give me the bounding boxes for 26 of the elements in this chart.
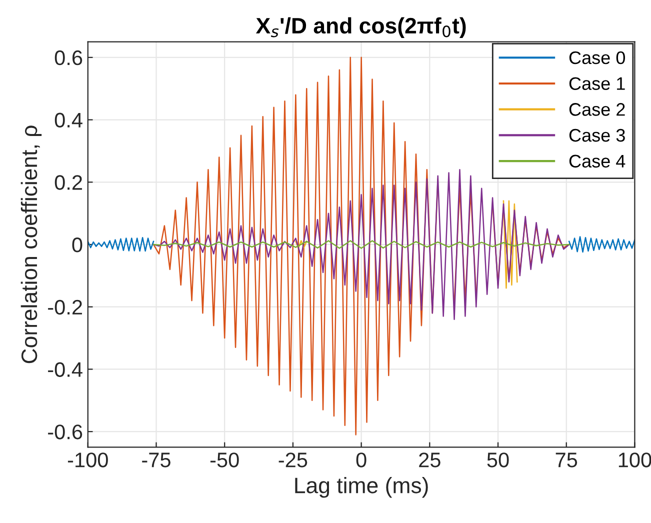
x-tick-label: -100 [68, 452, 108, 468]
legend-label: Case 4 [569, 154, 626, 168]
legend-label: Case 3 [569, 128, 625, 142]
x-tick-label: -50 [210, 452, 239, 468]
x-tick-label: -25 [278, 452, 308, 468]
x-tick-label: 25 [419, 452, 440, 468]
y-tick-label: 0 [72, 238, 82, 252]
x-tick-label: 0 [356, 452, 366, 468]
line-series [152, 169, 570, 320]
legend-label: Case 0 [569, 51, 625, 64]
legend-label: Case 2 [569, 103, 625, 116]
legend-label: Case 1 [569, 77, 625, 90]
x-tick-label: -75 [142, 452, 170, 468]
chart-title: X$_{s}$'/D and cos(2πf$_{0}$t) [256, 17, 466, 38]
line-series [152, 240, 570, 249]
x-tick-label: 75 [556, 452, 578, 468]
y-tick-label: -0.2 [48, 300, 82, 315]
y-axis-title: Correlation coefficient, ρ [20, 126, 42, 364]
y-tick-label: -0.6 [48, 424, 82, 440]
y-tick-label: 0.4 [54, 112, 82, 128]
x-axis-title: Lag time (ms) [295, 477, 428, 498]
x-tick-label: 50 [487, 452, 509, 468]
y-tick-label: -0.4 [48, 362, 82, 377]
y-tick-label: 0.2 [54, 175, 82, 190]
x-tick-label: 100 [618, 452, 651, 468]
y-tick-label: 0.6 [54, 50, 82, 66]
